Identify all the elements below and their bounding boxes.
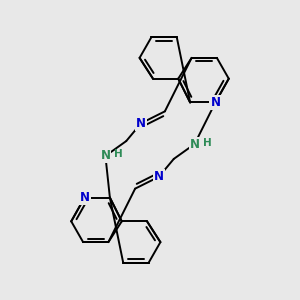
Text: N: N <box>154 170 164 183</box>
Text: H: H <box>113 149 122 160</box>
Text: N: N <box>100 149 110 162</box>
Text: N: N <box>210 96 220 109</box>
Text: N: N <box>190 138 200 151</box>
Text: N: N <box>136 117 146 130</box>
Text: N: N <box>80 191 90 204</box>
Text: H: H <box>203 138 212 148</box>
